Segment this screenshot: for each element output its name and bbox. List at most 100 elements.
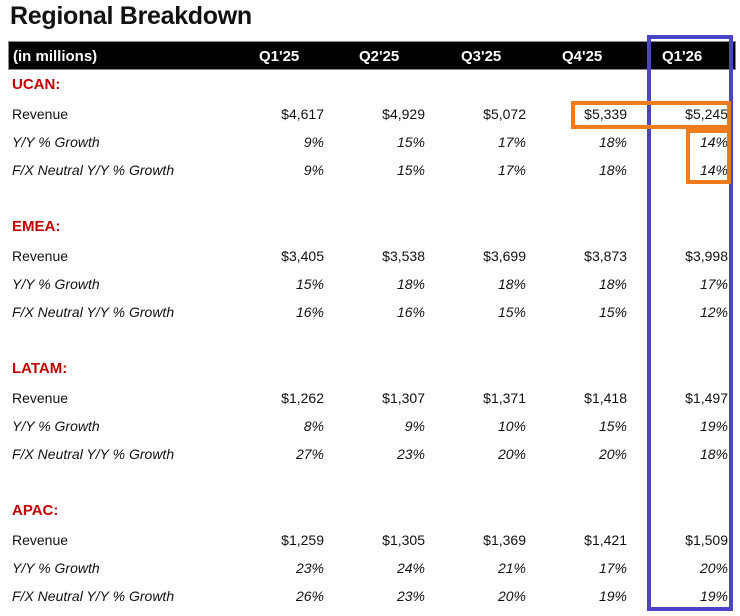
cell: 15%	[396, 162, 425, 178]
cell: $1,418	[584, 390, 627, 406]
table-row: F/X Neutral Y/Y % Growth 9% 15% 17% 18% …	[8, 157, 736, 185]
cell: $1,497	[685, 390, 728, 406]
cell: $1,369	[483, 532, 526, 548]
row-label: F/X Neutral Y/Y % Growth	[12, 446, 175, 462]
cell: $1,305	[382, 532, 425, 548]
section-title: UCAN:	[12, 76, 61, 93]
section-emea: EMEA:	[8, 213, 736, 241]
page-title: Regional Breakdown	[10, 2, 252, 30]
cell: 17%	[497, 134, 526, 150]
cell: $3,699	[483, 248, 526, 264]
table-row: Revenue $4,617 $4,929 $5,072 $5,339 $5,2…	[8, 101, 736, 129]
section-ucan: UCAN:	[8, 71, 736, 99]
cell: 19%	[699, 588, 728, 604]
row-label: Revenue	[12, 532, 69, 548]
row-label: Y/Y % Growth	[12, 134, 100, 150]
cell: $1,259	[281, 532, 324, 548]
cell: $5,072	[483, 106, 526, 122]
table-row: Revenue $3,405 $3,538 $3,699 $3,873 $3,9…	[8, 243, 736, 271]
cell: 20%	[497, 588, 526, 604]
regional-table: (in millions) Q1'25 Q2'25 Q3'25 Q4'25 Q1…	[8, 41, 736, 611]
row-label: Revenue	[12, 106, 69, 122]
cell: $5,245	[685, 106, 728, 122]
cell: 17%	[699, 276, 728, 292]
table-row: F/X Neutral Y/Y % Growth 27% 23% 20% 20%…	[8, 441, 736, 469]
growth-highlight-box	[686, 129, 731, 184]
table-header: (in millions) Q1'25 Q2'25 Q3'25 Q4'25 Q1…	[8, 41, 736, 70]
cell: 8%	[303, 418, 324, 434]
cell: $3,998	[685, 248, 728, 264]
table-row: F/X Neutral Y/Y % Growth 26% 23% 20% 19%…	[8, 583, 736, 611]
header-q1-26: Q1'26	[662, 48, 703, 65]
table-row: Y/Y % Growth 23% 24% 21% 17% 20%	[8, 555, 736, 583]
cell: 12%	[699, 304, 728, 320]
cell: 18%	[598, 162, 627, 178]
cell: 15%	[497, 304, 526, 320]
row-label: Y/Y % Growth	[12, 560, 100, 576]
cell: 24%	[396, 560, 425, 576]
section-latam: LATAM:	[8, 355, 736, 383]
cell: 14%	[699, 134, 728, 150]
section-apac: APAC:	[8, 497, 736, 525]
cell: 9%	[303, 134, 324, 150]
cell: 23%	[295, 560, 324, 576]
cell: 17%	[497, 162, 526, 178]
header-q1-25: Q1'25	[259, 48, 300, 65]
cell: $1,421	[584, 532, 627, 548]
cell: 17%	[598, 560, 627, 576]
row-label: F/X Neutral Y/Y % Growth	[12, 162, 175, 178]
header-label: (in millions)	[13, 48, 98, 65]
cell: 18%	[598, 276, 627, 292]
cell: 18%	[497, 276, 526, 292]
cell: $3,405	[281, 248, 324, 264]
cell: $1,509	[685, 532, 728, 548]
table-row: Y/Y % Growth 8% 9% 10% 15% 19%	[8, 413, 736, 441]
cell: 16%	[295, 304, 324, 320]
section-title: LATAM:	[12, 360, 68, 377]
cell: 20%	[699, 560, 728, 576]
cell: $3,873	[584, 248, 627, 264]
cell: $1,262	[281, 390, 324, 406]
cell: 18%	[396, 276, 425, 292]
section-title: APAC:	[12, 502, 59, 519]
cell: 23%	[396, 446, 425, 462]
cell: 14%	[699, 162, 728, 178]
cell: 18%	[699, 446, 728, 462]
cell: 15%	[295, 276, 324, 292]
cell: 27%	[295, 446, 324, 462]
cell: 26%	[295, 588, 324, 604]
cell: 19%	[598, 588, 627, 604]
cell: 9%	[404, 418, 425, 434]
cell: 19%	[699, 418, 728, 434]
row-label: F/X Neutral Y/Y % Growth	[12, 304, 175, 320]
row-label: Y/Y % Growth	[12, 418, 100, 434]
revenue-highlight-box	[571, 101, 731, 129]
cell: $4,617	[281, 106, 324, 122]
section-title: EMEA:	[12, 218, 61, 235]
table-row: Revenue $1,259 $1,305 $1,369 $1,421 $1,5…	[8, 527, 736, 555]
cell: $1,371	[483, 390, 526, 406]
cell: $4,929	[382, 106, 425, 122]
cell: $5,339	[584, 106, 627, 122]
cell: 10%	[497, 418, 526, 434]
cell: 15%	[598, 418, 627, 434]
cell: 20%	[497, 446, 526, 462]
cell: 15%	[396, 134, 425, 150]
row-label: Y/Y % Growth	[12, 276, 100, 292]
cell: 16%	[396, 304, 425, 320]
cell: 20%	[598, 446, 627, 462]
cell: $1,307	[382, 390, 425, 406]
cell: 15%	[598, 304, 627, 320]
cell: 9%	[303, 162, 324, 178]
header-q2-25: Q2'25	[359, 48, 400, 65]
row-label: F/X Neutral Y/Y % Growth	[12, 588, 175, 604]
table-row: F/X Neutral Y/Y % Growth 16% 16% 15% 15%…	[8, 299, 736, 327]
table-row: Y/Y % Growth 15% 18% 18% 18% 17%	[8, 271, 736, 299]
cell: 21%	[497, 560, 526, 576]
table-row: Y/Y % Growth 9% 15% 17% 18% 14%	[8, 129, 736, 157]
cell: $3,538	[382, 248, 425, 264]
row-label: Revenue	[12, 248, 69, 264]
table-row: Revenue $1,262 $1,307 $1,371 $1,418 $1,4…	[8, 385, 736, 413]
cell: 23%	[396, 588, 425, 604]
cell: 18%	[598, 134, 627, 150]
